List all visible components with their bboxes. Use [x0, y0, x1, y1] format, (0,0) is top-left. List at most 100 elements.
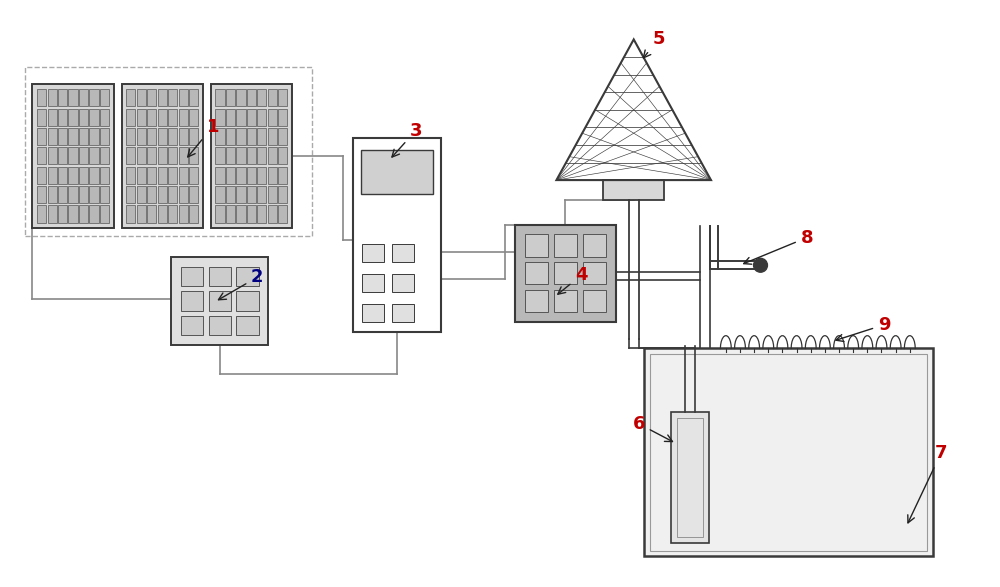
Bar [48, 186, 57, 203]
Bar [168, 109, 177, 126]
Bar [89, 205, 99, 222]
Bar [247, 109, 256, 126]
Bar [247, 89, 256, 106]
Bar [257, 186, 266, 203]
Bar [179, 109, 188, 126]
Bar [583, 290, 606, 312]
Bar [278, 167, 287, 184]
Bar [158, 147, 167, 164]
Bar [247, 128, 256, 145]
Bar [100, 205, 109, 222]
Bar [48, 205, 57, 222]
Bar [58, 167, 67, 184]
Bar [392, 274, 414, 292]
Bar [171, 257, 268, 345]
Bar [68, 147, 78, 164]
Bar [126, 186, 135, 203]
Bar [226, 128, 235, 145]
Bar [126, 205, 135, 222]
Bar [236, 186, 246, 203]
Bar [515, 225, 616, 322]
Bar [122, 84, 203, 228]
Bar [137, 89, 146, 106]
Bar [89, 147, 99, 164]
Bar [100, 128, 109, 145]
Bar [247, 167, 256, 184]
Bar [68, 167, 78, 184]
Bar [147, 186, 156, 203]
Bar [361, 150, 433, 194]
Bar [137, 186, 146, 203]
Bar [525, 262, 548, 284]
Bar [89, 109, 99, 126]
Bar [37, 89, 46, 106]
Bar [278, 89, 287, 106]
Bar [278, 147, 287, 164]
Text: 7: 7 [908, 444, 947, 523]
Text: 4: 4 [558, 266, 587, 294]
Bar [158, 89, 167, 106]
Bar [278, 128, 287, 145]
Bar [168, 128, 177, 145]
Bar [278, 205, 287, 222]
Bar [181, 291, 203, 311]
Bar [179, 147, 188, 164]
Bar [226, 167, 235, 184]
Bar [147, 205, 156, 222]
Bar [37, 205, 46, 222]
Bar [32, 84, 114, 228]
Bar [583, 234, 606, 257]
Bar [89, 128, 99, 145]
Text: 2: 2 [218, 268, 264, 300]
Bar [126, 128, 135, 145]
Bar [137, 109, 146, 126]
Bar [37, 186, 46, 203]
Bar [58, 205, 67, 222]
Text: 3: 3 [392, 122, 422, 157]
Bar [168, 205, 177, 222]
Bar [677, 418, 703, 537]
Bar [236, 167, 246, 184]
Bar [257, 205, 266, 222]
Text: 6: 6 [632, 415, 672, 441]
Circle shape [754, 258, 767, 272]
Bar [247, 147, 256, 164]
Bar [362, 244, 384, 262]
Bar [147, 109, 156, 126]
Bar [257, 167, 266, 184]
Bar [278, 109, 287, 126]
Bar [58, 89, 67, 106]
Bar [209, 291, 231, 311]
Bar [268, 186, 277, 203]
Text: 9: 9 [836, 316, 891, 342]
Bar [226, 205, 235, 222]
Bar [189, 167, 198, 184]
Bar [226, 109, 235, 126]
Bar [79, 186, 88, 203]
Bar [25, 67, 312, 235]
Bar [79, 205, 88, 222]
Bar [215, 167, 225, 184]
Bar [48, 109, 57, 126]
Bar [554, 290, 577, 312]
Bar [362, 274, 384, 292]
Bar [181, 266, 203, 286]
Bar [268, 109, 277, 126]
Bar [215, 89, 225, 106]
Bar [158, 205, 167, 222]
Bar [100, 89, 109, 106]
Bar [215, 205, 225, 222]
Bar [158, 167, 167, 184]
Bar [168, 147, 177, 164]
Bar [100, 186, 109, 203]
Bar [362, 304, 384, 322]
Bar [79, 89, 88, 106]
Bar [189, 186, 198, 203]
Bar [58, 186, 67, 203]
Bar [137, 205, 146, 222]
Bar [268, 167, 277, 184]
Bar [68, 186, 78, 203]
Bar [353, 139, 441, 332]
Bar [158, 128, 167, 145]
Bar [515, 225, 616, 322]
